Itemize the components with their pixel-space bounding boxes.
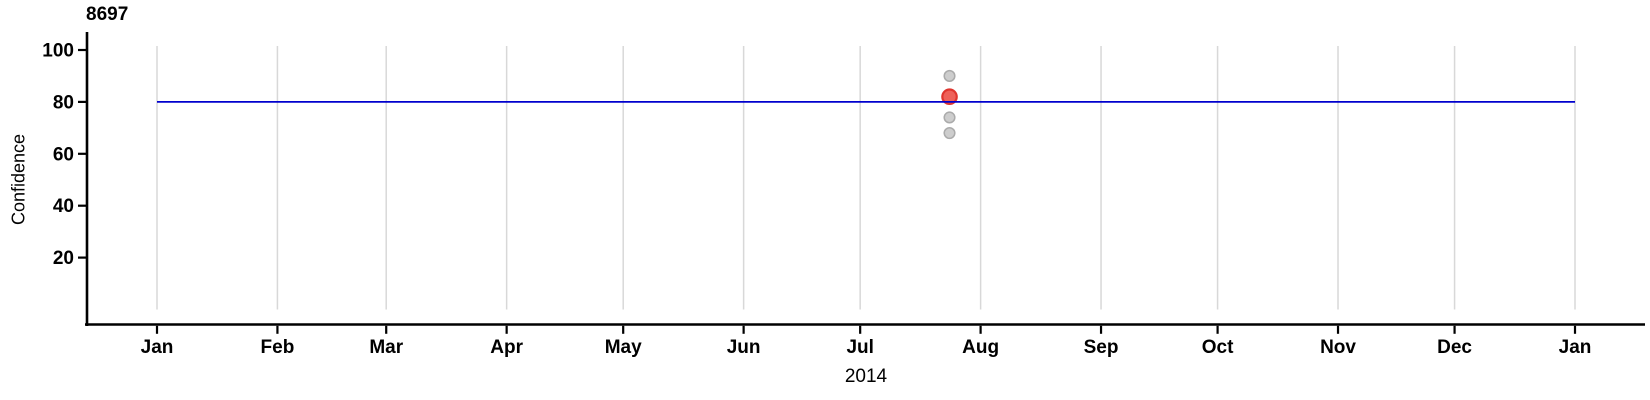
highlighted-data-point [941,88,958,106]
x-tick-label: Oct [1202,337,1234,358]
x-tick-label: Sep [1084,337,1119,358]
x-axis-year-label: 2014 [844,366,888,387]
x-tick-label: Jan [1559,337,1592,358]
chart-title: 8697 [86,4,129,25]
x-tick-label: Apr [490,337,523,358]
x-tick-label: Jul [846,337,873,358]
x-tick-label: Jan [141,337,174,358]
x-tick-label: Nov [1320,337,1356,358]
y-axis-title: Confidence [8,133,29,226]
x-tick-label: Dec [1437,337,1472,358]
y-tick-label: 100 [42,41,74,62]
y-tick-label: 40 [53,196,74,217]
y-tick-label: 20 [53,248,74,269]
x-tick-label: Mar [369,337,403,358]
data-point [943,69,956,82]
data-point [943,111,956,124]
x-tick-label: Aug [962,337,999,358]
x-tick-label: Jun [727,337,761,358]
data-point [943,126,956,140]
y-tick-label: 80 [53,92,74,113]
x-tick-label: Feb [261,337,295,358]
x-tick-label: May [605,337,642,358]
y-tick-label: 60 [53,144,74,165]
